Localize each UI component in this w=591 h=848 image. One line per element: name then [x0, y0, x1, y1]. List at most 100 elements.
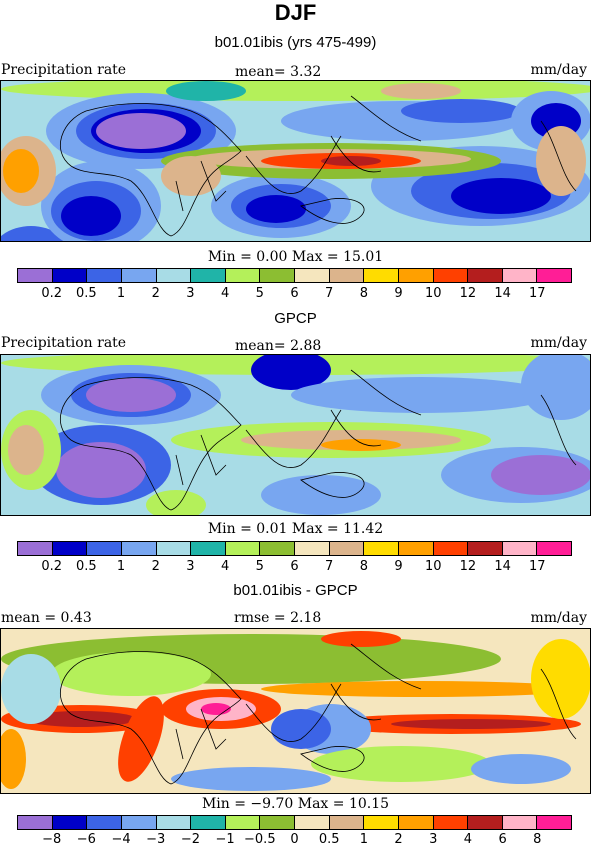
panel2-minmax: Min = 0.01 Max = 11.42 — [207, 521, 384, 537]
colorbar-tick-label: −4 — [111, 832, 131, 847]
colorbar-tick-label: 14 — [494, 559, 511, 574]
colorbar-tick-label: 9 — [394, 286, 403, 301]
colorbar-tick-label: 0.2 — [41, 286, 63, 301]
contour-region — [451, 178, 551, 214]
contour-region — [1, 654, 61, 724]
colorbar-swatch — [398, 269, 434, 282]
colorbar-swatch — [433, 269, 469, 282]
colorbar-tick-label: −0.5 — [244, 832, 276, 847]
panel2-mean-label: mean= 2.88 — [235, 338, 322, 354]
coastline — [200, 160, 227, 202]
colorbar-swatch — [225, 542, 261, 555]
colorbar-swatch — [329, 269, 365, 282]
colorbar-tick-label: 6 — [290, 559, 299, 574]
colorbar-swatch — [295, 816, 330, 829]
contour-region — [536, 126, 586, 196]
colorbar-tick-label: 0.5 — [76, 286, 97, 301]
colorbar-swatch — [295, 542, 330, 555]
colorbar-swatch — [156, 542, 192, 555]
coastline — [245, 683, 342, 742]
colorbar-swatch — [52, 816, 88, 829]
coastline — [330, 409, 382, 447]
contour-region — [201, 703, 231, 715]
colorbar-tick-label: 6 — [498, 832, 507, 847]
colorbar-swatch — [364, 269, 399, 282]
colorbar-tick-label: 5 — [255, 286, 264, 301]
colorbar-swatch — [433, 542, 469, 555]
contour-field — [1, 355, 590, 515]
colorbar-tick-label: 8 — [359, 286, 369, 301]
panel1-left-label: Precipitation rate — [1, 62, 127, 78]
colorbar-tick-label: 10 — [424, 286, 442, 301]
colorbar-swatch — [329, 542, 365, 555]
gpcp-precip-map — [0, 354, 591, 516]
contour-region — [321, 439, 401, 451]
panel3-mean-label: mean = 0.43 — [1, 610, 92, 626]
colorbar-swatch — [433, 816, 469, 829]
colorbar-swatch — [156, 816, 192, 829]
colorbar-swatch — [52, 269, 88, 282]
colorbar-swatch — [260, 269, 295, 282]
colorbar-tick-label: 0.5 — [76, 559, 97, 574]
coastline — [300, 198, 365, 224]
colorbar-tick-label: 0 — [290, 832, 299, 847]
colorbar-swatch — [364, 816, 399, 829]
colorbar-swatch — [121, 816, 157, 829]
colorbar-swatch — [18, 269, 53, 282]
contour-region — [291, 377, 551, 413]
panel1-mean-label: mean= 3.32 — [235, 64, 322, 80]
colorbar-tick-label: 10 — [424, 559, 442, 574]
colorbar-tick-label: 1 — [116, 286, 126, 301]
contour-region — [251, 355, 331, 390]
panel3-heading: b01.01ibis - GPCP — [233, 582, 358, 599]
coastline — [540, 668, 577, 740]
panel1-minmax: Min = 0.00 Max = 15.01 — [207, 249, 384, 265]
colorbar-tick-label: 7 — [325, 559, 334, 574]
contour-region — [321, 156, 381, 166]
colorbar-swatch — [537, 542, 571, 555]
colorbar-tick-label: 8 — [359, 559, 369, 574]
contour-field — [1, 629, 590, 793]
colorbar-swatch — [87, 542, 122, 555]
colorbar-tick-label: 17 — [529, 559, 546, 574]
colorbar-swatch — [537, 269, 571, 282]
panel2-left-label: Precipitation rate — [1, 335, 127, 351]
panel2-heading: GPCP — [274, 310, 317, 327]
colorbar-tick-label: 8 — [533, 832, 542, 847]
contour-region — [61, 196, 121, 236]
colorbar-swatch — [191, 816, 226, 829]
coastline — [350, 643, 422, 690]
colorbar-tick-label: 6 — [290, 286, 299, 301]
colorbar-swatch — [468, 816, 503, 829]
colorbar-swatch — [191, 542, 226, 555]
colorbar-tick-label: 2 — [151, 286, 160, 301]
contour-region — [86, 378, 176, 412]
colorbar-tick-label: 1 — [359, 832, 369, 847]
contour-region — [491, 455, 590, 495]
colorbar-tick-label: 1 — [116, 559, 126, 574]
colorbar-swatch — [295, 269, 330, 282]
contour-region — [521, 355, 590, 420]
coastline — [300, 746, 365, 772]
colorbar-swatch — [502, 542, 538, 555]
colorbar-swatch — [121, 269, 157, 282]
coastline — [60, 103, 242, 237]
colorbar-swatch — [260, 542, 295, 555]
panel3-colorbar — [17, 815, 572, 830]
contour-region — [311, 746, 491, 782]
colorbar-swatch — [225, 269, 261, 282]
coastline — [200, 708, 227, 750]
colorbar-tick-label: −1 — [215, 832, 235, 847]
contour-region — [271, 709, 331, 749]
colorbar-swatch — [52, 542, 88, 555]
colorbar-swatch — [537, 816, 571, 829]
panel1-units-label: mm/day — [530, 62, 588, 78]
colorbar-swatch — [364, 542, 399, 555]
contour-region — [146, 490, 206, 515]
panel3-units-label: mm/day — [530, 610, 588, 626]
panel1-colorbar — [17, 268, 572, 283]
coastline — [330, 683, 382, 721]
panel2-units-label: mm/day — [530, 335, 588, 351]
coastline — [540, 120, 577, 192]
colorbar-tick-label: −6 — [76, 832, 96, 847]
